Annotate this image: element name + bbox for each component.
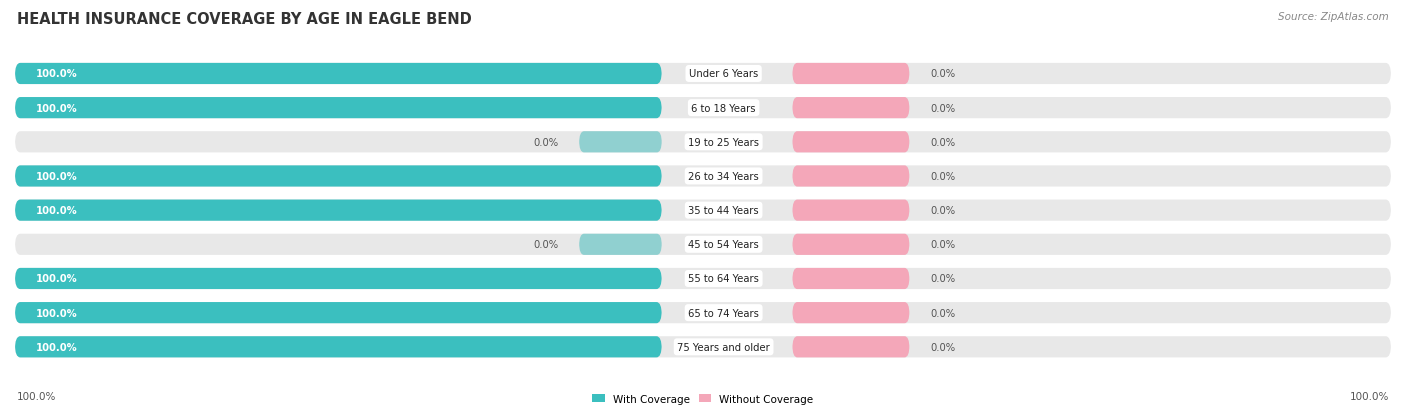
FancyBboxPatch shape [579, 234, 662, 255]
Text: 75 Years and older: 75 Years and older [678, 342, 770, 352]
Text: 100.0%: 100.0% [35, 274, 77, 284]
Text: 0.0%: 0.0% [929, 240, 955, 250]
FancyBboxPatch shape [793, 302, 910, 323]
FancyBboxPatch shape [15, 268, 1391, 290]
FancyBboxPatch shape [15, 302, 662, 323]
Text: 65 to 74 Years: 65 to 74 Years [688, 308, 759, 318]
FancyBboxPatch shape [15, 337, 1391, 358]
Text: 0.0%: 0.0% [533, 138, 558, 147]
Text: 19 to 25 Years: 19 to 25 Years [688, 138, 759, 147]
Text: HEALTH INSURANCE COVERAGE BY AGE IN EAGLE BEND: HEALTH INSURANCE COVERAGE BY AGE IN EAGL… [17, 12, 471, 27]
Text: 100.0%: 100.0% [1350, 391, 1389, 401]
FancyBboxPatch shape [793, 200, 910, 221]
FancyBboxPatch shape [15, 166, 662, 187]
Text: 35 to 44 Years: 35 to 44 Years [689, 206, 759, 216]
FancyBboxPatch shape [15, 132, 1391, 153]
Text: 0.0%: 0.0% [929, 206, 955, 216]
FancyBboxPatch shape [15, 302, 1391, 323]
FancyBboxPatch shape [579, 132, 662, 153]
Text: 0.0%: 0.0% [929, 171, 955, 182]
Text: 55 to 64 Years: 55 to 64 Years [688, 274, 759, 284]
FancyBboxPatch shape [15, 234, 1391, 255]
Text: Under 6 Years: Under 6 Years [689, 69, 758, 79]
FancyBboxPatch shape [793, 98, 910, 119]
FancyBboxPatch shape [793, 166, 910, 187]
Text: 0.0%: 0.0% [929, 103, 955, 113]
Text: 26 to 34 Years: 26 to 34 Years [689, 171, 759, 182]
FancyBboxPatch shape [15, 200, 1391, 221]
Text: 45 to 54 Years: 45 to 54 Years [689, 240, 759, 250]
Text: 100.0%: 100.0% [17, 391, 56, 401]
Text: 0.0%: 0.0% [929, 308, 955, 318]
FancyBboxPatch shape [15, 200, 662, 221]
FancyBboxPatch shape [793, 132, 910, 153]
Text: 6 to 18 Years: 6 to 18 Years [692, 103, 756, 113]
Text: 100.0%: 100.0% [35, 171, 77, 182]
Text: 0.0%: 0.0% [929, 138, 955, 147]
Text: 0.0%: 0.0% [929, 342, 955, 352]
Text: 0.0%: 0.0% [533, 240, 558, 250]
FancyBboxPatch shape [15, 337, 662, 358]
FancyBboxPatch shape [15, 268, 662, 290]
Text: 0.0%: 0.0% [929, 69, 955, 79]
FancyBboxPatch shape [15, 64, 1391, 85]
FancyBboxPatch shape [793, 337, 910, 358]
Text: 100.0%: 100.0% [35, 69, 77, 79]
FancyBboxPatch shape [15, 64, 662, 85]
FancyBboxPatch shape [15, 98, 1391, 119]
Legend: With Coverage, Without Coverage: With Coverage, Without Coverage [588, 389, 818, 408]
FancyBboxPatch shape [793, 268, 910, 290]
Text: 100.0%: 100.0% [35, 206, 77, 216]
Text: 100.0%: 100.0% [35, 308, 77, 318]
FancyBboxPatch shape [793, 64, 910, 85]
FancyBboxPatch shape [15, 166, 1391, 187]
FancyBboxPatch shape [15, 98, 662, 119]
Text: 100.0%: 100.0% [35, 342, 77, 352]
FancyBboxPatch shape [793, 234, 910, 255]
Text: 100.0%: 100.0% [35, 103, 77, 113]
Text: 0.0%: 0.0% [929, 274, 955, 284]
Text: Source: ZipAtlas.com: Source: ZipAtlas.com [1278, 12, 1389, 22]
